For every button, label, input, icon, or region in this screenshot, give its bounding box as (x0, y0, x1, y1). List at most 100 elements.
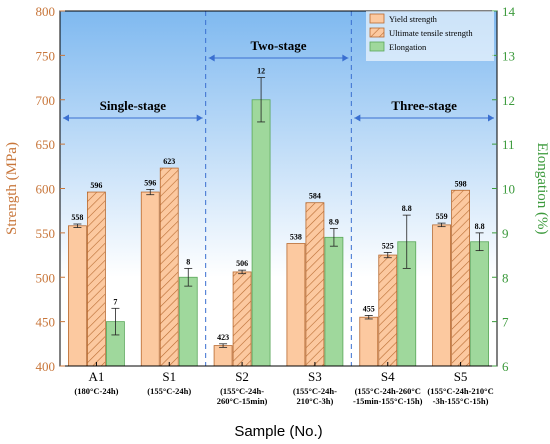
error-bar (475, 232, 484, 252)
y-tick-label-left: 650 (36, 137, 56, 152)
region-label: Single-stage (100, 98, 167, 113)
x-tick-sublabel: 210°C-3h) (296, 396, 333, 406)
bar-yield-strength-s2 (213, 345, 233, 367)
bar-elongation-s1 (178, 276, 198, 367)
bar-yield-strength-s1 (140, 191, 160, 367)
arrow-left-icon (208, 54, 215, 62)
bar-elongation-s2 (251, 99, 271, 367)
x-axis-label: Sample (No.) (234, 423, 322, 440)
x-tick-sublabel: 260°C-15min) (217, 396, 268, 406)
legend-swatch (369, 13, 385, 24)
error-bar (146, 188, 155, 196)
data-label: 525 (382, 241, 394, 250)
error-bar (111, 307, 120, 336)
bar-ultimate-tensile-strength-s5 (451, 189, 470, 367)
y-tick-label-left: 600 (36, 182, 56, 197)
data-label: 506 (236, 259, 248, 268)
bar-elongation-s5 (470, 241, 489, 367)
x-tick-label: S2 (235, 369, 249, 384)
x-tick-sublabel: (155°C-24h- (293, 386, 337, 396)
data-label: 623 (163, 157, 175, 166)
y-axis-left-label: Strength (MPa) (4, 142, 20, 235)
y-axis-right-label: Elongation (%) (534, 142, 550, 234)
data-label: 12 (257, 67, 265, 76)
y-tick-label-right: 14 (502, 4, 516, 19)
x-tick-sublabel: -15min-155°C-15h) (353, 396, 423, 406)
legend-box (366, 11, 494, 61)
legend: Yield strength Ultimate tensile strength E… (366, 11, 494, 61)
x-tick-sublabel: (155°C-24h- (220, 386, 264, 396)
region-label: Two-stage (250, 38, 306, 53)
y-tick-label-right: 13 (502, 48, 515, 63)
stage-regions: Single-stage Two-stage Three-stage (63, 38, 494, 122)
x-tick-sublabel: -3h-155°C-15h) (433, 396, 489, 406)
y-tick-label-right: 8 (502, 270, 509, 285)
bar-yield-strength-s5 (432, 224, 451, 367)
error-bar (437, 222, 446, 228)
bar-ultimate-tensile-strength-s2 (232, 271, 252, 367)
y-tick-label-left: 700 (36, 93, 56, 108)
x-tick-label: S4 (381, 369, 395, 384)
arrow-right-icon (342, 54, 349, 62)
data-label: 8 (186, 257, 190, 266)
plot-area (60, 11, 497, 366)
x-tick-label: S5 (454, 369, 468, 384)
error-bar (257, 77, 266, 123)
y-tick-label-left: 400 (36, 359, 56, 374)
y-tick-label-right: 10 (502, 182, 515, 197)
data-label: 558 (71, 213, 83, 222)
y-tick-label-left: 750 (36, 48, 56, 63)
bar-yield-strength-s3 (286, 243, 306, 367)
error-bar (402, 214, 411, 269)
x-tick-sublabel: (155°C-24h) (147, 386, 191, 396)
arrow-right-icon (488, 114, 494, 122)
x-tick-sublabel: (180°C-24h) (74, 386, 118, 396)
bar-ultimate-tensile-strength-s1 (159, 167, 179, 367)
bar-ultimate-tensile-strength-s3 (305, 202, 325, 367)
y-tick-label-right: 7 (502, 315, 509, 330)
data-label: 596 (144, 178, 156, 187)
y-tick-label-left: 800 (36, 4, 56, 19)
error-bar (73, 223, 82, 228)
data-label: 559 (436, 212, 448, 221)
error-bar (329, 228, 338, 247)
bar-yield-strength-s4 (359, 316, 379, 367)
x-tick-label: A1 (88, 369, 104, 384)
value-labels: 558 596 423 538 455 559 596 623 506 584 525 598 7 8 12… (71, 67, 484, 342)
legend-swatch (369, 27, 385, 38)
bar-elongation-s3 (324, 236, 344, 367)
data-label: 8.8 (402, 204, 412, 213)
y-tick-label-left: 450 (36, 315, 56, 330)
error-bar (364, 315, 373, 320)
data-label: 455 (363, 304, 375, 313)
x-tick-label: S1 (162, 369, 176, 384)
y-tick-label-left: 550 (36, 226, 56, 241)
region-single-stage: Single-stage (63, 98, 203, 122)
x-tick-sublabel: (155°C-24h-210°C (427, 386, 493, 396)
y-tick-label-right: 6 (502, 359, 509, 374)
region-two-stage: Two-stage (208, 38, 349, 62)
data-label: 423 (217, 333, 229, 342)
data-label: 7 (113, 297, 117, 306)
y-tick-label-right: 11 (502, 137, 515, 152)
legend-label: Ultimate tensile strength (389, 28, 473, 38)
region-label: Three-stage (391, 98, 457, 113)
data-label: 8.9 (329, 217, 339, 226)
region-three-stage: Three-stage (354, 98, 494, 122)
error-bar (383, 251, 392, 259)
bar-ultimate-tensile-strength-a1 (87, 191, 106, 367)
arrow-left-icon (63, 114, 69, 122)
data-label: 596 (90, 181, 102, 190)
error-bar (238, 269, 247, 275)
arrow-left-icon (354, 114, 361, 122)
y-tick-label-right: 12 (502, 93, 515, 108)
data-label: 598 (455, 179, 467, 188)
x-tick-sublabel: (155°C-24h-260°C (355, 386, 421, 396)
bar-ultimate-tensile-strength-s4 (378, 254, 398, 367)
axes: 400 450 500 550 600 650 700 750 800 6 7 8 9 10 11 12 13 1… (36, 4, 516, 406)
data-label: 538 (290, 233, 302, 242)
legend-label: Elongation (389, 42, 427, 52)
y-tick-label-right: 9 (502, 226, 509, 241)
legend-label: Yield strength (389, 14, 438, 24)
